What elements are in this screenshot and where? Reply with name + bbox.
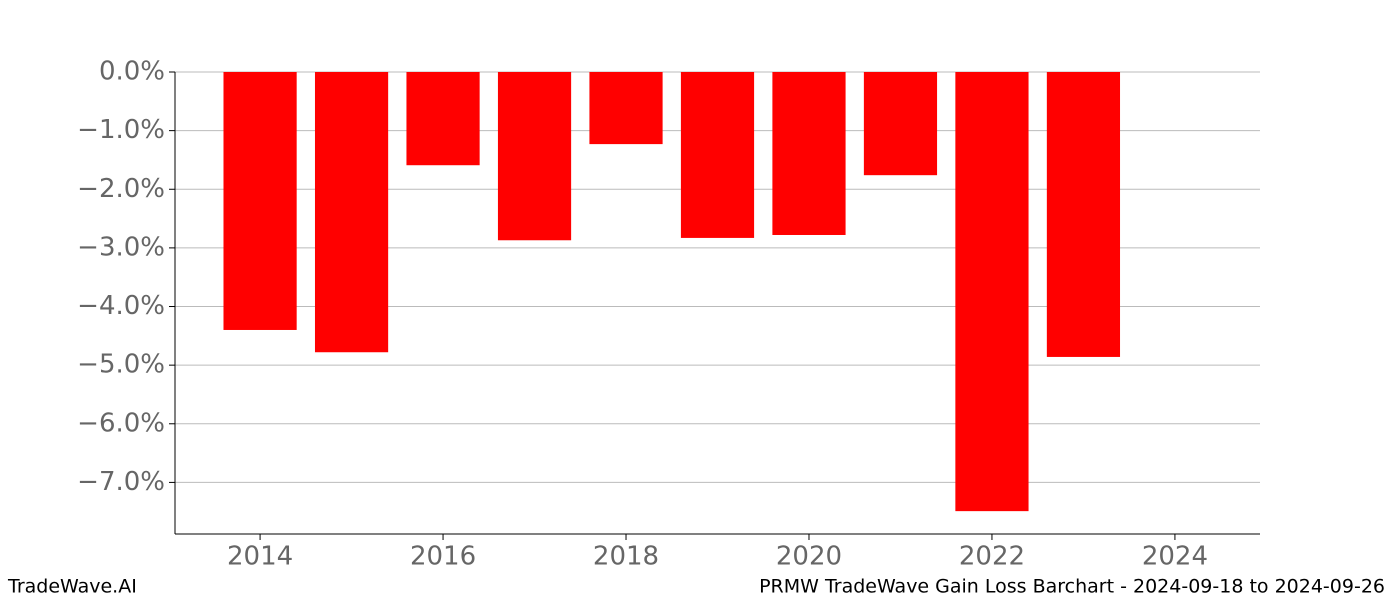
y-tick-label: −3.0% — [77, 232, 165, 262]
bar — [863, 72, 938, 176]
x-tick-label: 2018 — [593, 542, 659, 572]
chart-title: PRMW TradeWave Gain Loss Barchart - 2024… — [759, 576, 1385, 598]
x-tick-label: 2022 — [959, 542, 1025, 572]
bar — [772, 72, 846, 235]
y-tick-label: −1.0% — [77, 115, 165, 145]
x-tick-label: 2016 — [410, 542, 476, 572]
bar — [1046, 72, 1121, 357]
bar — [589, 72, 663, 145]
y-tick-label: −2.0% — [77, 174, 165, 204]
y-tick-label: −5.0% — [77, 350, 165, 380]
x-tick-label: 2020 — [776, 542, 842, 572]
bar — [314, 72, 389, 353]
y-tick-label: −7.0% — [77, 467, 165, 497]
y-tick-label: −4.0% — [77, 291, 165, 321]
brand: TradeWave.AI — [7, 576, 137, 598]
bar — [406, 72, 480, 166]
bar — [497, 72, 572, 241]
x-tick-label: 2024 — [1142, 542, 1208, 572]
bar — [223, 72, 297, 330]
bar — [955, 72, 1029, 512]
bar — [680, 72, 755, 238]
x-tick-label: 2014 — [227, 542, 293, 572]
y-tick-label: 0.0% — [99, 57, 165, 87]
y-tick-label: −6.0% — [77, 408, 165, 438]
